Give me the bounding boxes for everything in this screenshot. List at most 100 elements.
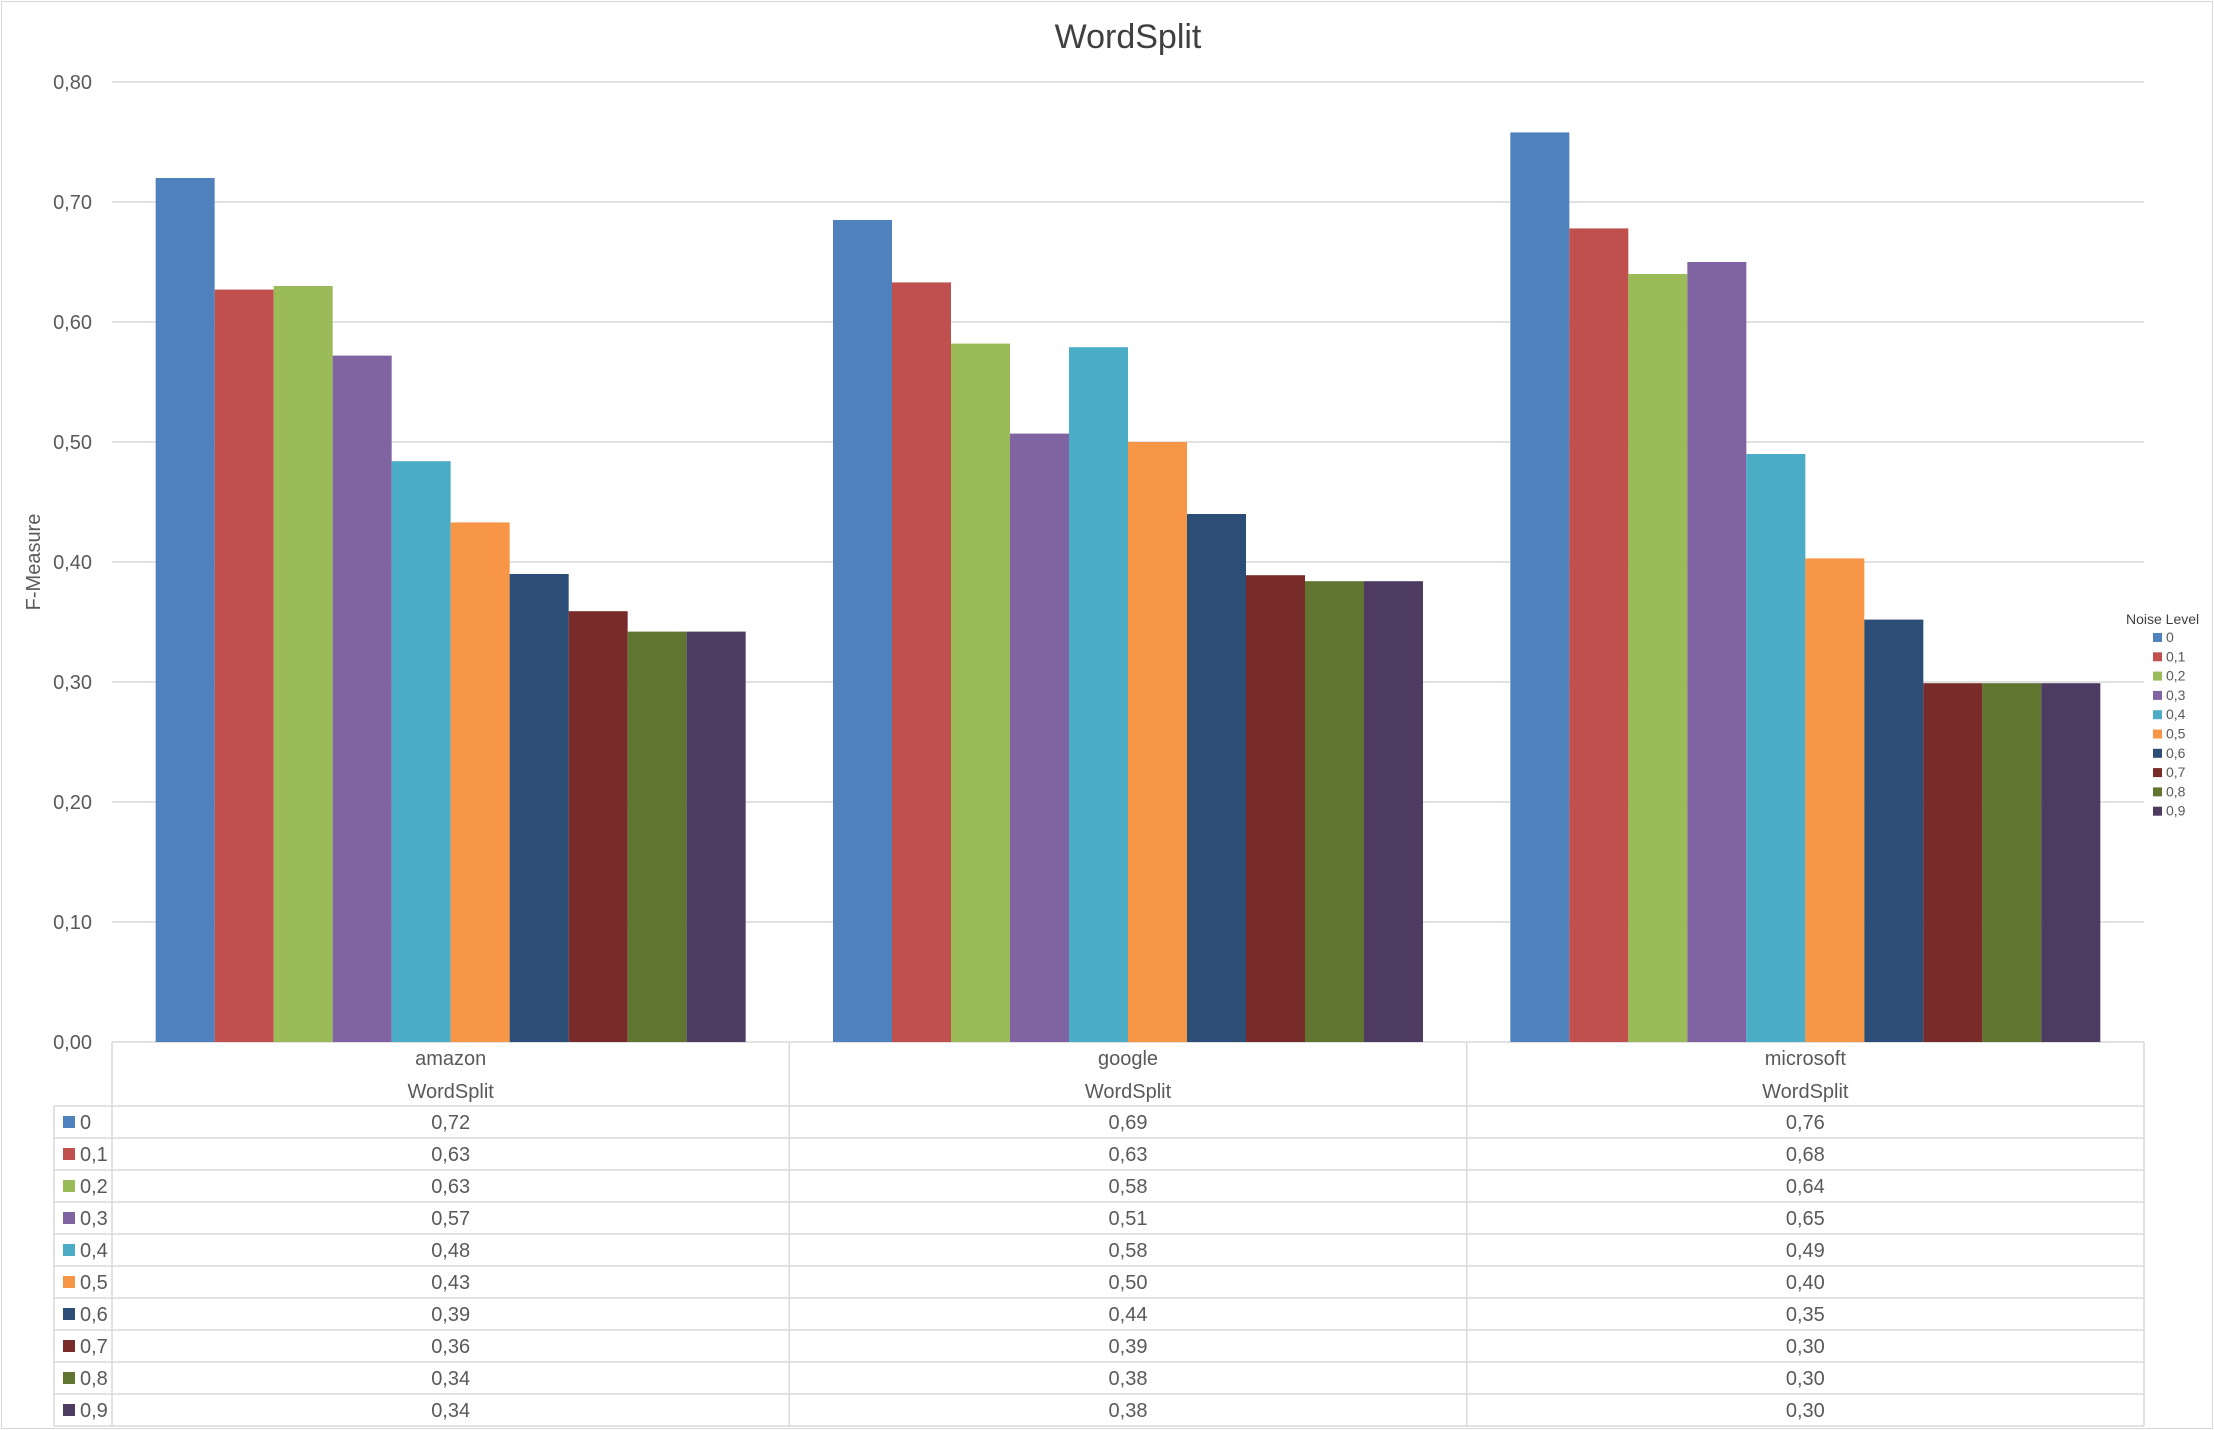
- legend-label: 0,6: [2166, 745, 2186, 761]
- data-table: amazon WordSplit google WordSplit microsoft W…: [53, 1042, 2145, 1427]
- table-cell: 0,49: [1786, 1240, 1825, 1262]
- table-cell: 0,38: [1109, 1400, 1148, 1422]
- bar: [332, 355, 392, 1043]
- table-cell: 0,72: [431, 1112, 470, 1134]
- legend-swatch: [2153, 806, 2162, 816]
- table-cell: 0,50: [1109, 1272, 1148, 1294]
- table-legend-key: [63, 1244, 75, 1256]
- table-cell: 0,38: [1109, 1368, 1148, 1390]
- table-legend-key: [63, 1276, 75, 1288]
- table-cell: 0,30: [1786, 1400, 1825, 1422]
- bar: [1364, 581, 1423, 1042]
- table-legend-key: [63, 1148, 75, 1160]
- table-cell: 0,63: [431, 1176, 470, 1198]
- legend-label: 0,3: [2166, 687, 2186, 703]
- table-cell: 0,63: [1109, 1144, 1148, 1166]
- bar: [509, 574, 569, 1042]
- table-cell: 0,63: [431, 1144, 470, 1166]
- legend-label: 0,7: [2166, 764, 2186, 780]
- table-cell: 0,48: [431, 1240, 470, 1262]
- table-cell: 0,65: [1786, 1208, 1825, 1230]
- category-label: amazon: [415, 1048, 486, 1070]
- category-label: microsoft: [1765, 1048, 1847, 1070]
- legend-swatch: [2153, 729, 2162, 739]
- legend-swatch: [2153, 671, 2162, 681]
- category-sublabel: WordSplit: [408, 1081, 495, 1103]
- bar: [2041, 683, 2101, 1042]
- y-tick-label: 0,40: [53, 552, 92, 574]
- table-cell: 0,76: [1786, 1112, 1825, 1134]
- table-row-label: 0,7: [80, 1336, 108, 1358]
- table-legend-key: [63, 1180, 75, 1192]
- category-sublabel: WordSplit: [1762, 1081, 1849, 1103]
- bar: [1628, 274, 1688, 1042]
- category-label: google: [1098, 1048, 1158, 1070]
- bar: [214, 289, 274, 1043]
- y-tick-label: 0,10: [53, 912, 92, 934]
- bar: [1864, 619, 1924, 1042]
- table-legend-key: [63, 1308, 75, 1320]
- legend-label: 0: [2166, 629, 2174, 645]
- y-tick-label: 0,50: [53, 432, 92, 454]
- y-tick-label: 0,80: [53, 72, 92, 94]
- table-row-label: 0: [80, 1112, 91, 1134]
- bar: [627, 631, 687, 1042]
- bar: [273, 286, 333, 1042]
- chart-title: WordSplit: [1055, 18, 1202, 56]
- table-cell: 0,30: [1786, 1368, 1825, 1390]
- legend-swatch: [2153, 748, 2162, 758]
- table-cell: 0,40: [1786, 1272, 1825, 1294]
- table-row-label: 0,2: [80, 1176, 108, 1198]
- table-cell: 0,30: [1786, 1336, 1825, 1358]
- legend-swatch: [2153, 787, 2162, 797]
- table-cell: 0,51: [1109, 1208, 1148, 1230]
- table-legend-key: [63, 1404, 75, 1416]
- table-cell: 0,34: [431, 1400, 470, 1422]
- bar: [1187, 514, 1246, 1042]
- table-cell: 0,39: [431, 1304, 470, 1326]
- legend-swatch: [2153, 690, 2162, 700]
- bar: [1923, 683, 1983, 1042]
- legend-swatch: [2153, 768, 2162, 778]
- y-tick-label: 0,60: [53, 312, 92, 334]
- bar: [1305, 581, 1364, 1042]
- bar: [1569, 228, 1629, 1042]
- y-axis-ticks: 0,00 0,10 0,20 0,30 0,40 0,50 0,60 0,70 0,80: [53, 72, 92, 1054]
- bar: [1746, 454, 1806, 1042]
- y-tick-label: 0,30: [53, 672, 92, 694]
- category-sublabel: WordSplit: [1085, 1081, 1172, 1103]
- bar: [1510, 132, 1570, 1042]
- table-cell: 0,43: [431, 1272, 470, 1294]
- table-cell: 0,58: [1109, 1176, 1148, 1198]
- table-row-label: 0,5: [80, 1272, 108, 1294]
- y-tick-label: 0,70: [53, 192, 92, 214]
- legend: Noise Level 0 0,1 0,2 0,3 0,4 0,5 0,6 0,7 0,8 0,9: [2126, 611, 2199, 819]
- table-cell: 0,57: [431, 1208, 470, 1230]
- table-row-label: 0,6: [80, 1304, 108, 1326]
- table-cell: 0,35: [1786, 1304, 1825, 1326]
- legend-swatch: [2153, 710, 2162, 720]
- bars: [155, 132, 2101, 1043]
- legend-label: 0,2: [2166, 668, 2186, 684]
- table-row-label: 0,1: [80, 1144, 108, 1166]
- legend-label: 0,5: [2166, 726, 2186, 742]
- table-cell: 0,69: [1109, 1112, 1148, 1134]
- bar: [1982, 683, 2042, 1042]
- table-legend-key: [63, 1212, 75, 1224]
- bar: [892, 282, 951, 1042]
- legend-label: 0,4: [2166, 706, 2186, 722]
- table-cell: 0,44: [1109, 1304, 1148, 1326]
- legend-label: 0,9: [2166, 803, 2186, 819]
- bar: [391, 461, 451, 1042]
- table-cell: 0,58: [1109, 1240, 1148, 1262]
- table-legend-key: [63, 1372, 75, 1384]
- bar: [1010, 433, 1069, 1043]
- table-row-label: 0,8: [80, 1368, 108, 1390]
- bar: [1128, 442, 1187, 1042]
- table-legend-key: [63, 1340, 75, 1352]
- table-cell: 0,64: [1786, 1176, 1825, 1198]
- legend-swatch: [2153, 633, 2162, 642]
- legend-swatch: [2153, 652, 2162, 662]
- legend-label: 0,1: [2166, 648, 2186, 664]
